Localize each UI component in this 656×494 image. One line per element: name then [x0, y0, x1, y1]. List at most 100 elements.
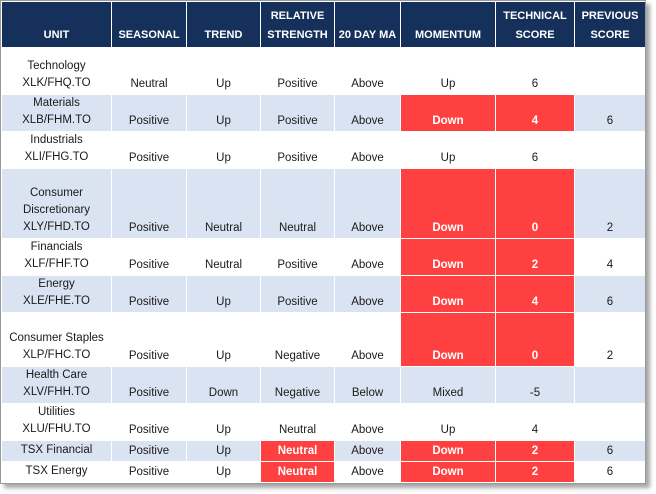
header-20-day-ma: 20 DAY MA — [334, 1, 401, 48]
momentum-cell: Down — [400, 275, 496, 313]
unit-line: XLY/FHD.TO — [23, 221, 90, 233]
seasonal-cell: Positive — [111, 403, 187, 441]
momentum-cell: Down — [400, 94, 496, 132]
momentum-cell: Down — [400, 312, 496, 367]
table-row: Energy XLE/FHE.TO Positive Up Positive Above D… — [1, 275, 645, 313]
unit-line: Consumer Staples — [9, 332, 104, 344]
seasonal-cell: Positive — [111, 275, 187, 313]
unit-line: XLP/FHC.TO — [22, 349, 91, 361]
unit-cell: Utilities XLU/FHU.TO — [1, 403, 112, 441]
unit-cell: TSX Financial — [1, 440, 112, 462]
trend-cell: Neutral — [186, 238, 261, 276]
table-row: TSX Energy Positive Up Neutral Above Down 2 6 — [1, 461, 645, 483]
ma20-cell: Above — [334, 403, 401, 441]
momentum-cell: Down — [400, 440, 496, 462]
ma20-cell: Above — [334, 461, 401, 483]
technical-score-cell: -5 — [495, 366, 575, 404]
previous-score-cell — [574, 131, 645, 169]
relative-strength-cell: Negative — [260, 482, 335, 483]
ma20-cell: Below — [334, 482, 401, 483]
unit-line: XLF/FHF.TO — [24, 258, 89, 270]
seasonal-cell: Positive — [111, 238, 187, 276]
technical-score-cell: 4 — [495, 275, 575, 313]
previous-score-cell: 6 — [574, 94, 645, 132]
momentum-cell: Up — [400, 47, 496, 95]
header-relative-strength: RELATIVE STRENGTH — [260, 1, 335, 48]
unit-cell: TSX Energy — [1, 461, 112, 483]
previous-score-cell — [574, 366, 645, 404]
unit-line: Discretionary — [22, 204, 91, 216]
trend-cell: Up — [186, 403, 261, 441]
relative-strength-cell: Positive — [260, 94, 335, 132]
table-row: Consumer Discretionary XLY/FHD.TO Positive N… — [1, 168, 645, 239]
seasonal-cell: Neutral — [111, 47, 187, 95]
technical-score-cell: 0 — [495, 168, 575, 239]
unit-line: Utilities — [37, 406, 76, 418]
ma20-cell: Above — [334, 440, 401, 462]
technical-score-cell: 2 — [495, 238, 575, 276]
trend-cell: Up — [186, 440, 261, 462]
seasonal-cell: Positive — [111, 168, 187, 239]
seasonal-cell: Positive — [111, 461, 187, 483]
table-row: Consumer Staples XLP/FHC.TO Positive Up Nega… — [1, 312, 645, 367]
table-body: Technology XLK/FHQ.TO Neutral Up Positive Abo… — [1, 47, 645, 483]
unit-line: XLI/FHG.TO — [24, 151, 89, 163]
table-row: Utilities XLU/FHU.TO Positive Up Neutral Abov… — [1, 403, 645, 441]
relative-strength-cell: Neutral — [260, 168, 335, 239]
trend-cell: Up — [186, 461, 261, 483]
seasonal-cell: Positive — [111, 440, 187, 462]
table-frame: UNIT SEASONAL TREND RELATIVE STRENGTH 20… — [0, 0, 646, 484]
unit-cell: Industrials XLI/FHG.TO — [1, 131, 112, 169]
header-trend: TREND — [186, 1, 261, 48]
ma20-cell: Above — [334, 131, 401, 169]
unit-cell: Technology XLK/FHQ.TO — [1, 47, 112, 95]
trend-cell: Up — [186, 47, 261, 95]
previous-score-cell: 6 — [574, 440, 645, 462]
ma20-cell: Above — [334, 47, 401, 95]
table-row: TSX Financial Positive Up Neutral Above Down 2… — [1, 440, 645, 462]
momentum-cell: Down — [400, 168, 496, 239]
ma20-cell: Below — [334, 366, 401, 404]
ma20-cell: Above — [334, 94, 401, 132]
unit-line: TSX Financial — [20, 444, 93, 456]
momentum-cell: Mixed — [400, 366, 496, 404]
momentum-cell: Down — [400, 461, 496, 483]
trend-cell: Down — [186, 366, 261, 404]
technical-score-cell: 6 — [495, 47, 575, 95]
ma20-cell: Above — [334, 312, 401, 367]
table-row: Industrials XLI/FHG.TO Positive Up Positive A… — [1, 131, 645, 169]
trend-cell: Up — [186, 275, 261, 313]
previous-score-cell: 2 — [574, 168, 645, 239]
unit-line: Consumer — [29, 187, 84, 199]
trend-cell: Neutral — [186, 168, 261, 239]
relative-strength-cell: Positive — [260, 238, 335, 276]
relative-strength-cell: Negative — [260, 312, 335, 367]
ma20-cell: Above — [334, 275, 401, 313]
header-row: UNIT SEASONAL TREND RELATIVE STRENGTH 20… — [1, 1, 645, 48]
relative-strength-cell: Positive — [260, 47, 335, 95]
technical-score-cell: 2 — [495, 461, 575, 483]
unit-cell: TSX Gold — [1, 482, 112, 483]
trend-cell: Up — [186, 94, 261, 132]
trend-cell: Up — [186, 312, 261, 367]
momentum-cell: Up — [400, 131, 496, 169]
previous-score-cell: 3 — [574, 482, 645, 483]
unit-line: Technology — [27, 60, 86, 72]
unit-line: Industrials — [30, 134, 83, 146]
technical-score-cell: 6 — [495, 131, 575, 169]
ma20-cell: Above — [334, 238, 401, 276]
seasonal-cell: Positive — [111, 94, 187, 132]
relative-strength-cell: Neutral — [260, 440, 335, 462]
seasonal-cell: Positive — [111, 482, 187, 483]
unit-cell: Materials XLB/FHM.TO — [1, 94, 112, 132]
seasonal-cell: Positive — [111, 366, 187, 404]
unit-cell: Consumer Discretionary XLY/FHD.TO — [1, 168, 112, 239]
unit-cell: Financials XLF/FHF.TO — [1, 238, 112, 276]
table-row: Financials XLF/FHF.TO Positive Neutral Posit… — [1, 238, 645, 276]
technical-score-cell: 4 — [495, 403, 575, 441]
table-row: Technology XLK/FHQ.TO Neutral Up Positive Abo… — [1, 47, 645, 95]
unit-line: Materials — [33, 97, 80, 109]
relative-strength-cell: Positive — [260, 131, 335, 169]
header-momentum: MOMENTUM — [400, 1, 496, 48]
seasonal-cell: Positive — [111, 131, 187, 169]
